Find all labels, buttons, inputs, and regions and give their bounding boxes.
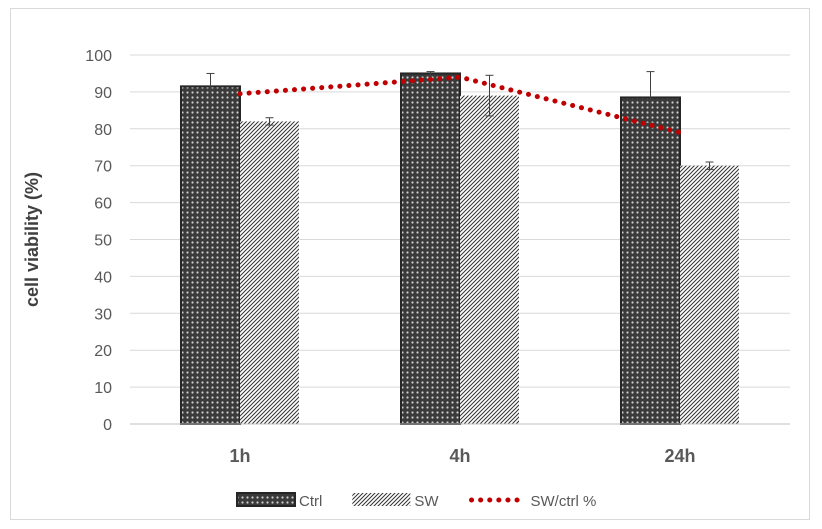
legend-label: SW (414, 493, 439, 510)
legend-item: SW (352, 493, 439, 510)
y-tick-label: 60 (94, 196, 112, 213)
bar-ctrl-1h (180, 85, 241, 426)
y-tick-label: 50 (94, 233, 112, 250)
y-tick-label: 80 (94, 122, 112, 139)
legend-label: Ctrl (299, 493, 322, 510)
y-tick-label: 10 (94, 380, 112, 397)
y-tick-label: 0 (103, 417, 112, 434)
legend-swatch (236, 492, 296, 507)
bar-ctrl-4h (400, 72, 461, 425)
error-bar (206, 72, 215, 100)
bar-sw-4h (460, 95, 519, 424)
y-axis-tick-labels: 0 10 20 30 40 50 60 70 80 90 100 (85, 48, 112, 434)
y-tick-label: 20 (94, 343, 112, 360)
y-tick-label: 70 (94, 159, 112, 176)
y-tick-label: 30 (94, 306, 112, 323)
error-bar (426, 71, 435, 76)
error-bars (206, 71, 714, 170)
bar-sw-24h (680, 165, 739, 424)
x-tick-label: 4h (449, 446, 470, 466)
series-line-sw-ctrl (237, 74, 683, 135)
error-bar (705, 161, 714, 170)
x-axis-category-labels: 1h 4h 24h (229, 446, 695, 466)
x-tick-label: 24h (664, 446, 695, 466)
ratio-line (237, 74, 683, 135)
y-axis-title: cell viability (%) (22, 172, 42, 307)
y-tick-label: 100 (85, 48, 112, 65)
legend-item: SW/ctrl % (469, 493, 597, 510)
x-tick-label: 1h (229, 446, 250, 466)
y-tick-label: 40 (94, 269, 112, 286)
bars (180, 72, 739, 426)
bar-sw-1h (240, 121, 299, 425)
error-bar (485, 74, 494, 117)
legend: Ctrl SW SW/ctrl % (236, 492, 597, 510)
legend-swatch (352, 493, 411, 506)
y-tick-label: 90 (94, 85, 112, 102)
error-bar (265, 117, 274, 126)
legend-item: Ctrl (236, 492, 322, 510)
legend-label: SW/ctrl % (531, 493, 597, 510)
bar-ctrl-24h (620, 96, 681, 425)
